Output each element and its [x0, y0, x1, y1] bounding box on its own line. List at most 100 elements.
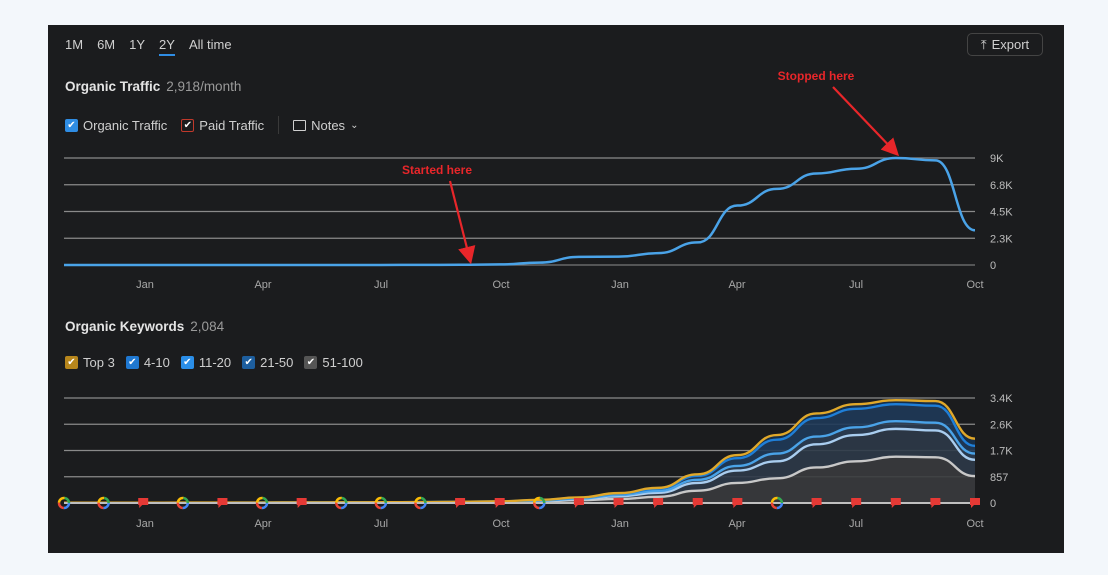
- date-range-tabs: 1M 6M 1Y 2Y All time: [65, 37, 232, 56]
- organic-keywords-heading: Organic Keywords 2,084: [65, 319, 224, 334]
- google-update-icon: [57, 496, 71, 510]
- stopped-here-label: Stopped here: [778, 69, 855, 83]
- check-icon: ✔: [304, 356, 318, 369]
- check-icon: ✔: [65, 118, 78, 132]
- organic-traffic-checkbox[interactable]: ✔ Organic Traffic: [65, 118, 167, 133]
- google-update-icon: [176, 496, 190, 510]
- export-label: Export: [991, 37, 1030, 52]
- note-flag-icon: [970, 498, 980, 508]
- note-flag-icon: [732, 498, 743, 508]
- paid-traffic-checkbox[interactable]: ✔ Paid Traffic: [181, 118, 264, 133]
- note-flag-icon: [138, 498, 149, 508]
- area-51-100: [64, 456, 975, 503]
- google-update-icon: [414, 496, 427, 510]
- google-update-icon: [97, 496, 110, 510]
- note-flag-icon: [613, 498, 624, 508]
- note-flag-icon: [494, 498, 505, 508]
- google-update-icon: [770, 496, 784, 510]
- comment-icon: [293, 119, 307, 131]
- check-icon: ✔: [181, 118, 195, 132]
- note-flag-icon: [811, 498, 822, 508]
- keywords-value: 2,084: [190, 319, 225, 334]
- google-update-icon: [335, 496, 348, 510]
- x-tick-label: Jan: [136, 518, 154, 530]
- pos-51-100-checkbox[interactable]: ✔ 51-100: [304, 355, 363, 370]
- y-tick-label: 4.5K: [990, 207, 1013, 219]
- google-update-icon: [97, 496, 110, 510]
- check-icon: ✔: [65, 356, 78, 369]
- x-tick-label: Jul: [374, 518, 388, 530]
- legend-label: Paid Traffic: [199, 117, 265, 133]
- y-tick-label: 1.7K: [990, 446, 1013, 458]
- legend-label: 21-50: [260, 355, 294, 370]
- range-tab-6m[interactable]: 6M: [97, 37, 116, 52]
- google-update-icon: [57, 496, 71, 510]
- x-tick-label: Oct: [492, 279, 509, 291]
- organic-traffic-heading: Organic Traffic 2,918/month: [65, 79, 241, 94]
- x-tick-label: Oct: [966, 279, 983, 291]
- x-tick-label: Jan: [136, 279, 154, 291]
- traffic-value: 2,918/month: [166, 79, 242, 94]
- x-tick-label: Apr: [254, 518, 271, 530]
- x-tick-label: Jul: [374, 279, 388, 291]
- pos-11-20-checkbox[interactable]: ✔ 11-20: [180, 355, 232, 370]
- google-update-icon: [533, 496, 546, 510]
- x-tick-label: Jul: [849, 279, 863, 291]
- x-tick-label: Jan: [611, 279, 629, 291]
- notes-label: Notes: [311, 117, 346, 133]
- x-tick-label: Jul: [849, 518, 863, 530]
- top3-checkbox[interactable]: ✔ Top 3: [65, 355, 115, 370]
- google-update-icon: [770, 496, 784, 510]
- y-tick-label: 857: [990, 472, 1008, 484]
- google-update-icon: [335, 496, 348, 510]
- check-icon: ✔: [242, 356, 256, 369]
- google-update-icon: [770, 496, 784, 510]
- google-update-icon: [374, 496, 388, 510]
- range-tab-all-time[interactable]: All time: [188, 37, 232, 52]
- check-icon: ✔: [125, 356, 139, 369]
- y-tick-label: 3.4K: [990, 393, 1013, 405]
- note-flag-icon: [296, 498, 307, 508]
- x-tick-label: Jan: [611, 518, 629, 530]
- google-update-icon: [414, 496, 427, 510]
- google-update-icon: [57, 496, 71, 510]
- keywords-legend: ✔ Top 3 ✔ 4-10 ✔ 11-20 ✔ 21-50 ✔ 51-100: [65, 355, 363, 370]
- notes-dropdown[interactable]: Notes ⌄: [293, 118, 358, 133]
- divider: [278, 116, 280, 134]
- google-update-icon: [533, 496, 546, 510]
- started-here-label: Started here: [402, 163, 472, 177]
- range-tab-2y[interactable]: 2Y: [159, 37, 175, 56]
- section-title: Organic Traffic: [65, 79, 161, 94]
- organic-traffic-chart: 0 2.3K 4.5K 6.8K 9K Jan Apr Jul Oct Jan Apr Jul Oct: [63, 153, 1013, 291]
- note-flag-icon: [573, 498, 584, 508]
- y-tick-label: 9K: [990, 153, 1004, 165]
- export-button[interactable]: ⤒ Export: [967, 33, 1043, 56]
- traffic-legend: ✔ Organic Traffic ✔ Paid Traffic Notes ⌄: [65, 116, 358, 134]
- range-tab-1m[interactable]: 1M: [65, 37, 84, 52]
- area-4-10: [64, 404, 975, 503]
- x-tick-label: Apr: [728, 518, 745, 530]
- google-update-icon: [176, 496, 190, 510]
- note-flag-icon: [653, 498, 664, 508]
- organic-traffic-line: [63, 156, 976, 267]
- y-tick-label: 6.8K: [990, 180, 1013, 192]
- legend-label: 11-20: [198, 355, 232, 370]
- area-21-50: [64, 428, 975, 503]
- y-tick-label: 0: [990, 260, 996, 272]
- section-title: Organic Keywords: [65, 319, 185, 334]
- x-tick-label: Apr: [728, 279, 745, 291]
- google-update-icon: [176, 496, 190, 510]
- y-tick-label: 2.3K: [990, 233, 1013, 245]
- legend-label: 4-10: [143, 355, 170, 370]
- pos-4-10-checkbox[interactable]: ✔ 4-10: [125, 355, 170, 370]
- started-arrow: [448, 180, 476, 265]
- pos-21-50-checkbox[interactable]: ✔ 21-50: [242, 355, 293, 370]
- google-update-icon: [374, 496, 388, 510]
- google-update-icon: [533, 496, 546, 510]
- x-tick-label: Oct: [492, 518, 509, 530]
- organic-keywords-chart: 0 857 1.7K 2.6K 3.4K Jan Apr Jul Oct Jan Apr Jul Oct: [57, 393, 1013, 530]
- google-update-icon: [255, 496, 269, 510]
- range-tab-1y[interactable]: 1Y: [129, 37, 146, 52]
- annotations: Started here Stopped here: [402, 69, 900, 265]
